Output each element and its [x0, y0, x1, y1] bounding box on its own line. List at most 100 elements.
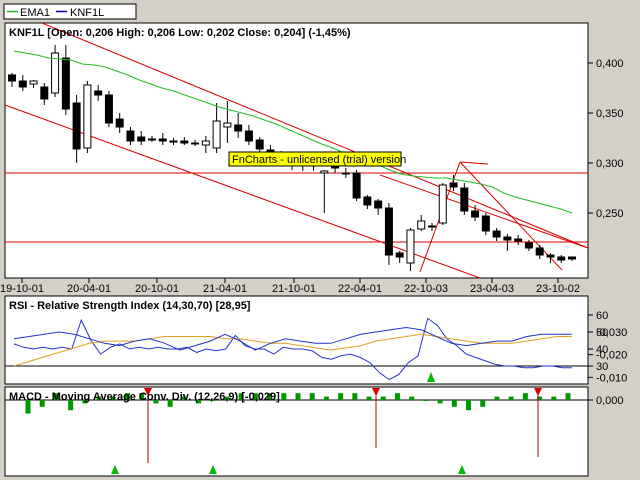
candle [126, 127, 135, 145]
watermark-text: FnCharts - unlicensed (trial) version [232, 154, 406, 166]
candle [492, 228, 501, 241]
candle-body [417, 220, 426, 230]
candle-body [72, 102, 81, 150]
macd-buy-markers [111, 465, 466, 474]
sell-arrow [372, 388, 380, 396]
candle [428, 223, 436, 231]
candle [234, 113, 243, 138]
candle [29, 80, 38, 88]
macd-histogram-bar [494, 396, 500, 400]
macd-histogram-bar [466, 400, 472, 411]
candle-body [223, 122, 232, 128]
candle-body [514, 238, 523, 242]
candle-body [460, 187, 469, 212]
macd-histogram-bar [437, 400, 443, 404]
macd-y-tick-label: -0,010 [596, 372, 627, 384]
candle-body [137, 136, 146, 142]
candle [363, 195, 372, 209]
candle [481, 213, 490, 235]
trend-line [41, 22, 589, 249]
macd-histogram-bar [565, 393, 571, 400]
candle-body [471, 210, 480, 218]
candle-body [158, 138, 167, 142]
macd-histogram-bar [323, 396, 329, 400]
macd-histogram-bar [451, 400, 457, 407]
macd-histogram-bar [352, 393, 358, 400]
macd-histogram-bar [82, 400, 88, 404]
candle [374, 199, 383, 215]
candle [72, 95, 81, 163]
candle-body [557, 256, 566, 261]
macd-histogram-bar [110, 396, 116, 400]
candle [395, 251, 404, 263]
macd-histogram-bar [380, 396, 386, 400]
rsi-y-tick-label: 50 [596, 327, 608, 339]
macd-histogram-bar [53, 393, 59, 400]
buy-arrow [458, 465, 466, 474]
candle-body [331, 166, 340, 169]
y-tick-label: 0,350 [596, 108, 624, 120]
macd-histogram-bar [68, 400, 74, 411]
legend-label-knf1l: KNF1L [70, 7, 104, 19]
macd-histogram-bar [238, 393, 244, 400]
macd-histogram-bar [39, 400, 45, 407]
candle [169, 138, 178, 145]
candle [524, 240, 533, 251]
macd-signal-line [13, 333, 572, 367]
candle-body [201, 140, 210, 146]
candle-body [320, 170, 329, 174]
candle-body [352, 172, 361, 199]
candle-body [104, 94, 113, 124]
x-tick-label: 22-04-01 [338, 283, 382, 295]
y-tick-label: 0,300 [596, 158, 624, 170]
watermark-box [228, 151, 402, 167]
candle-body [169, 140, 178, 143]
candle [255, 137, 264, 153]
candle-body [83, 84, 92, 149]
macd-line [13, 326, 572, 351]
candle-body [449, 182, 458, 188]
candle [94, 85, 103, 101]
trend-line [459, 161, 489, 165]
candle-body [148, 138, 156, 141]
macd-histogram-bar [96, 396, 102, 400]
main-grid [5, 172, 588, 243]
candle-body [115, 118, 124, 128]
rsi-y-tick-label: 30 [596, 361, 608, 373]
candle [449, 175, 458, 191]
candle-body [244, 130, 253, 142]
y-tick-label: 0,250 [596, 208, 624, 220]
candle-body [384, 207, 393, 256]
macd-y-axis: 0,000 -0,010 -0,020 -0,030 [588, 327, 627, 407]
candle [137, 131, 146, 145]
candle [438, 183, 447, 225]
candle-body [363, 196, 372, 206]
candle-body [341, 172, 350, 175]
candle [557, 255, 566, 263]
x-tick-label: 20-10-01 [135, 283, 179, 295]
legend-label-ema: EMA1 [20, 7, 50, 19]
candle-body [492, 230, 501, 238]
candle [18, 75, 27, 91]
rsi-line [13, 317, 572, 381]
macd-histogram-bar [124, 393, 130, 400]
candle [51, 45, 60, 97]
candle-body [546, 254, 555, 258]
main-candles [8, 45, 576, 271]
rsi-y-tick-label: 40 [596, 344, 608, 356]
buy-arrow [209, 465, 217, 474]
legend-bar [0, 0, 640, 22]
candle [158, 133, 167, 145]
candle [212, 103, 221, 153]
macd-histogram-bar [309, 393, 315, 400]
candle-body [374, 200, 383, 209]
candle-body [234, 124, 243, 132]
macd-histogram-bar [522, 393, 528, 400]
macd-histogram-bar [281, 393, 287, 400]
candle-body [40, 86, 49, 100]
candle [191, 140, 200, 146]
macd-histogram-bar [224, 396, 230, 400]
macd-histogram-bar [25, 400, 31, 414]
macd-histogram-bar [181, 396, 187, 400]
